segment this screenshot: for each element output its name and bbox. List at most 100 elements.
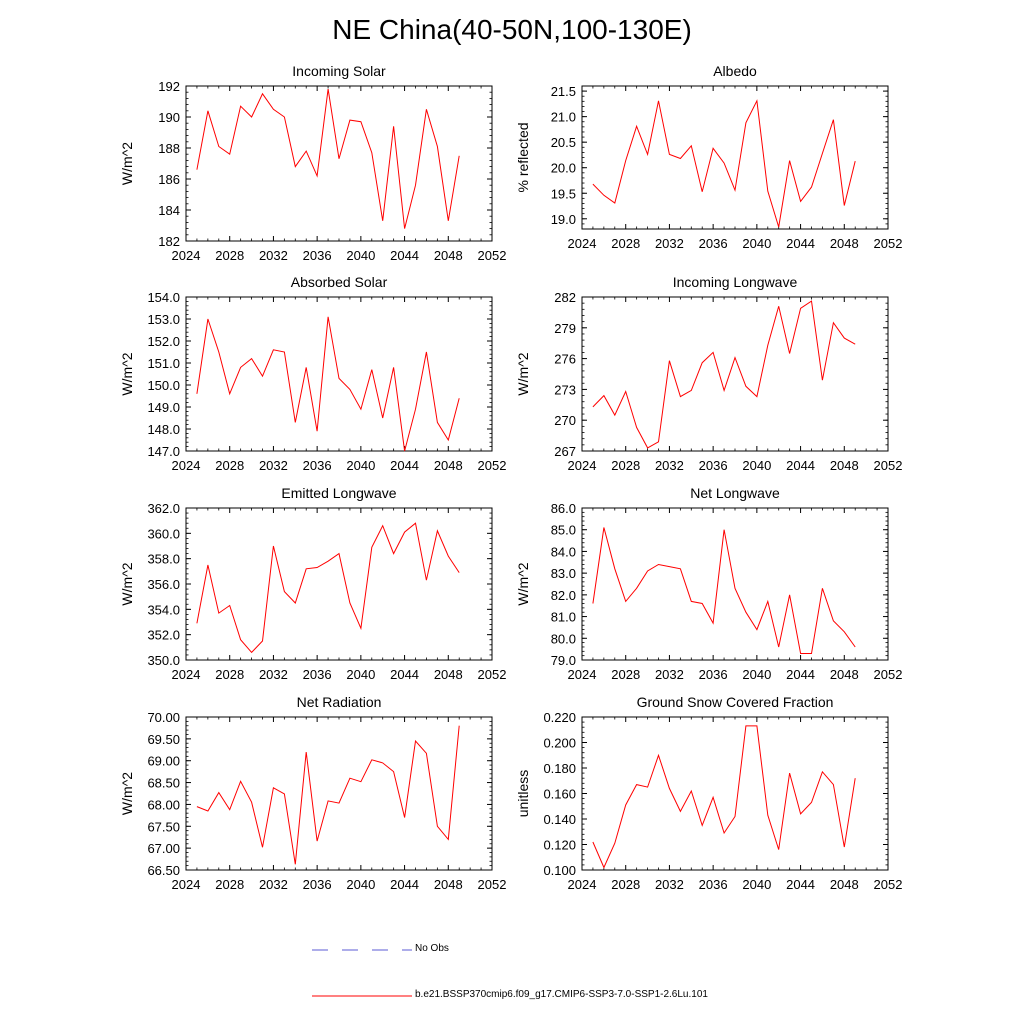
y-tick-label: 0.180 bbox=[543, 761, 576, 776]
x-tick-label: 2040 bbox=[346, 248, 375, 263]
x-tick-label: 2044 bbox=[786, 236, 815, 251]
x-tick-label: 2048 bbox=[434, 248, 463, 263]
y-axis-label: W/m^2 bbox=[515, 562, 531, 605]
panel-title: Ground Snow Covered Fraction bbox=[637, 694, 834, 710]
y-tick-label: 148.0 bbox=[147, 422, 180, 437]
legend-model-label: b.e21.BSSP370cmip6.f09_g17.CMIP6-SSP3-7.… bbox=[415, 989, 708, 1000]
x-tick-label: 2052 bbox=[478, 248, 507, 263]
panel-title: Emitted Longwave bbox=[281, 485, 396, 501]
x-tick-label: 2032 bbox=[259, 458, 288, 473]
y-tick-label: 20.0 bbox=[551, 161, 576, 176]
y-tick-label: 350.0 bbox=[147, 653, 180, 668]
y-axis-label: % reflected bbox=[515, 122, 531, 192]
y-tick-label: 68.00 bbox=[147, 797, 180, 812]
y-tick-label: 352.0 bbox=[147, 628, 180, 643]
y-tick-label: 0.220 bbox=[543, 710, 576, 725]
x-tick-label: 2036 bbox=[303, 458, 332, 473]
y-tick-label: 0.160 bbox=[543, 787, 576, 802]
y-tick-label: 69.50 bbox=[147, 732, 180, 747]
x-tick-label: 2048 bbox=[830, 877, 859, 892]
y-tick-label: 84.0 bbox=[551, 544, 576, 559]
x-tick-label: 2028 bbox=[215, 248, 244, 263]
series-line bbox=[196, 316, 460, 452]
legend-obs-label: No Obs bbox=[415, 943, 449, 954]
x-tick-label: 2032 bbox=[655, 458, 684, 473]
y-tick-label: 188 bbox=[158, 141, 180, 156]
series-line bbox=[196, 725, 460, 865]
y-tick-label: 267 bbox=[554, 444, 576, 459]
y-tick-label: 82.0 bbox=[551, 588, 576, 603]
y-tick-label: 0.120 bbox=[543, 838, 576, 853]
y-tick-label: 79.0 bbox=[551, 653, 576, 668]
y-tick-label: 147.0 bbox=[147, 444, 180, 459]
x-tick-label: 2028 bbox=[215, 877, 244, 892]
chart-panel-7: 2024 2028 2032 2036 2040 2044 2048 2052 66.50 67.… bbox=[119, 694, 506, 892]
y-tick-label: 21.0 bbox=[551, 110, 576, 125]
x-tick-label: 2036 bbox=[303, 877, 332, 892]
y-tick-label: 20.5 bbox=[551, 135, 576, 150]
y-tick-label: 67.00 bbox=[147, 841, 180, 856]
y-tick-label: 186 bbox=[158, 172, 180, 187]
x-tick-label: 2044 bbox=[786, 458, 815, 473]
x-tick-label: 2048 bbox=[434, 877, 463, 892]
y-tick-label: 19.5 bbox=[551, 186, 576, 201]
x-tick-label: 2040 bbox=[346, 458, 375, 473]
y-tick-label: 279 bbox=[554, 321, 576, 336]
y-tick-label: 66.50 bbox=[147, 863, 180, 878]
y-tick-label: 360.0 bbox=[147, 526, 180, 541]
x-tick-label: 2024 bbox=[172, 877, 201, 892]
y-tick-label: 276 bbox=[554, 352, 576, 367]
y-axis-label: W/m^2 bbox=[119, 772, 135, 815]
y-axis-label: W/m^2 bbox=[119, 352, 135, 395]
series-line bbox=[592, 300, 856, 449]
x-tick-label: 2028 bbox=[611, 236, 640, 251]
x-tick-label: 2036 bbox=[699, 236, 728, 251]
x-tick-label: 2044 bbox=[786, 667, 815, 682]
series-line bbox=[196, 522, 460, 654]
y-tick-label: 81.0 bbox=[551, 610, 576, 625]
y-tick-label: 362.0 bbox=[147, 501, 180, 516]
y-tick-label: 358.0 bbox=[147, 552, 180, 567]
chart-panel-8: 2024 2028 2032 2036 2040 2044 2048 2052 0.100 0.1… bbox=[515, 694, 902, 892]
chart-panel-5: 2024 2028 2032 2036 2040 2044 2048 2052 350.0 352… bbox=[119, 485, 506, 682]
panel-title: Incoming Solar bbox=[292, 63, 386, 79]
y-tick-label: 273 bbox=[554, 382, 576, 397]
x-tick-label: 2028 bbox=[215, 458, 244, 473]
chart-panel-4: 2024 2028 2032 2036 2040 2044 2048 2052 267 270 27… bbox=[515, 274, 902, 473]
y-tick-label: 154.0 bbox=[147, 290, 180, 305]
x-tick-label: 2028 bbox=[611, 458, 640, 473]
y-axis-label: W/m^2 bbox=[119, 142, 135, 185]
series-line bbox=[196, 89, 460, 229]
y-tick-label: 149.0 bbox=[147, 400, 180, 415]
series-line bbox=[592, 527, 856, 654]
x-tick-label: 2024 bbox=[568, 236, 597, 251]
x-tick-label: 2052 bbox=[874, 236, 903, 251]
y-tick-label: 0.200 bbox=[543, 736, 576, 751]
x-tick-label: 2048 bbox=[830, 667, 859, 682]
x-tick-label: 2036 bbox=[699, 667, 728, 682]
x-tick-label: 2032 bbox=[655, 877, 684, 892]
x-tick-label: 2048 bbox=[830, 236, 859, 251]
x-tick-label: 2040 bbox=[742, 877, 771, 892]
chart-panel-6: 2024 2028 2032 2036 2040 2044 2048 2052 79.0 80.0… bbox=[515, 485, 902, 682]
y-tick-label: 0.100 bbox=[543, 863, 576, 878]
x-tick-label: 2028 bbox=[611, 667, 640, 682]
x-tick-label: 2052 bbox=[478, 667, 507, 682]
series-line bbox=[592, 99, 856, 228]
x-tick-label: 2044 bbox=[786, 877, 815, 892]
x-tick-label: 2040 bbox=[346, 877, 375, 892]
x-tick-label: 2048 bbox=[434, 667, 463, 682]
x-tick-label: 2024 bbox=[172, 667, 201, 682]
y-axis-label: W/m^2 bbox=[119, 562, 135, 605]
y-tick-label: 69.00 bbox=[147, 754, 180, 769]
y-axis-label: unitless bbox=[515, 770, 531, 817]
x-tick-label: 2032 bbox=[259, 248, 288, 263]
series-line bbox=[592, 725, 856, 869]
y-tick-label: 184 bbox=[158, 203, 180, 218]
y-axis-label: W/m^2 bbox=[515, 352, 531, 395]
x-tick-label: 2036 bbox=[303, 248, 332, 263]
x-tick-label: 2024 bbox=[568, 667, 597, 682]
x-tick-label: 2036 bbox=[303, 667, 332, 682]
y-tick-label: 270 bbox=[554, 413, 576, 428]
